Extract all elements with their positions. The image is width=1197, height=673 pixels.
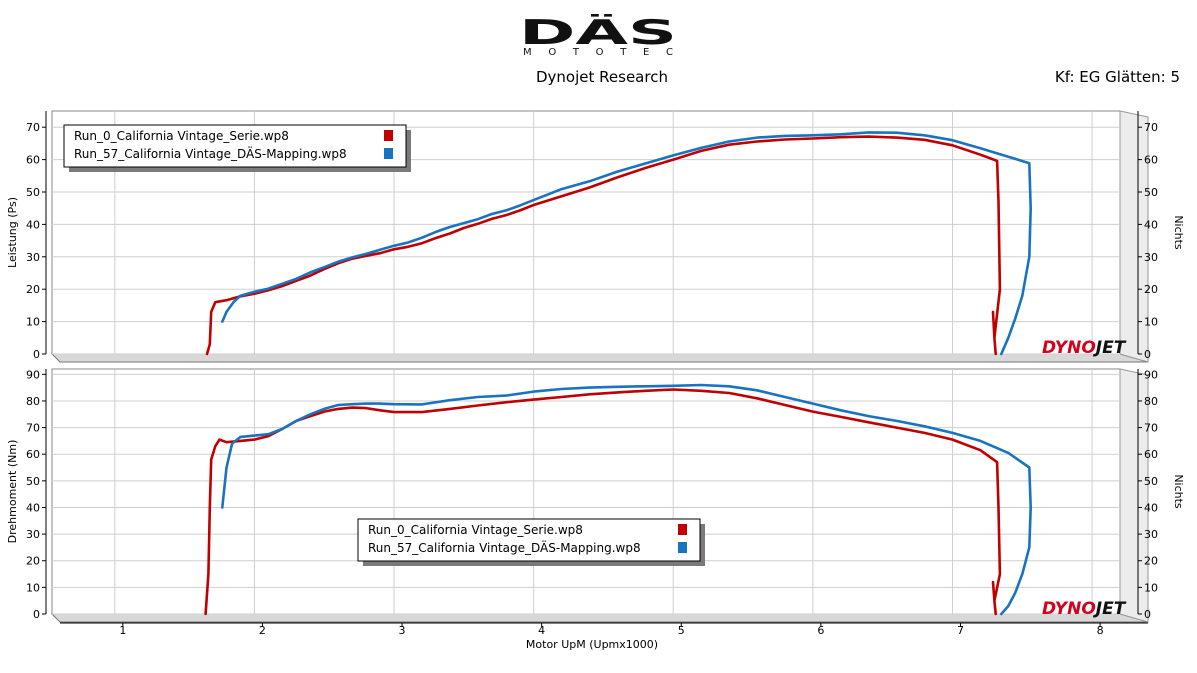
x-tick-label: 8 xyxy=(1097,624,1104,637)
y-tick-label: 40 xyxy=(26,501,40,514)
legend-box xyxy=(357,518,701,562)
series-line-run57 xyxy=(221,131,1032,356)
series-line-run0 xyxy=(204,388,1002,616)
y-tick-label-right: 40 xyxy=(1144,501,1158,514)
y-tick-label: 60 xyxy=(26,154,40,167)
legend-swatch xyxy=(384,148,393,159)
y-tick-label: 20 xyxy=(26,283,40,296)
x-tick-label: 7 xyxy=(957,624,964,637)
dees-mototec-logo: DÄS MOTOTEC xyxy=(519,14,677,56)
y-tick-label: 0 xyxy=(33,348,40,361)
plot-floor xyxy=(50,353,1149,363)
y-tick-label-right: 90 xyxy=(1144,368,1158,381)
y-tick-label-right: 50 xyxy=(1144,186,1158,199)
y-tick-label-right: 10 xyxy=(1144,316,1158,329)
svg-text:MOTOTEC: MOTOTEC xyxy=(523,47,673,56)
dynojet-watermark: DYNOJET xyxy=(1042,599,1127,619)
chart-panel-2: 0 0 10 10 20 20 30 30 40 40 50 50 60 60 70 70 80 80 90 90 Dr… xyxy=(6,368,1185,651)
y-tick-label: 50 xyxy=(26,475,40,488)
y-tick-label: 10 xyxy=(26,581,40,594)
y-tick-label: 30 xyxy=(26,251,40,264)
dynojet-watermark: DYNOJET xyxy=(1042,338,1127,358)
y-tick-label-right: 50 xyxy=(1144,475,1158,488)
y-tick-label: 50 xyxy=(26,186,40,199)
x-tick-label: 4 xyxy=(538,624,545,637)
y-tick-label: 40 xyxy=(26,218,40,231)
y-tick-label-right: 80 xyxy=(1144,395,1158,408)
x-axis-title: Motor UpM (Upmx1000) xyxy=(526,638,658,651)
y-tick-label: 80 xyxy=(26,395,40,408)
smoothing-info: Kf: EG Glätten: 5 xyxy=(1054,68,1180,86)
y-tick-label-right: 10 xyxy=(1144,581,1158,594)
y-tick-label: 20 xyxy=(26,555,40,568)
y-axis-title-right: Nichts xyxy=(1172,215,1185,250)
legend-box xyxy=(63,124,407,168)
legend-swatch xyxy=(678,542,687,553)
y-tick-label-right: 60 xyxy=(1144,448,1158,461)
y-tick-label-right: 0 xyxy=(1144,608,1151,621)
y-tick-label-right: 60 xyxy=(1144,154,1158,167)
report-title: Dynojet Research xyxy=(536,68,668,86)
svg-text:DÄS: DÄS xyxy=(519,14,677,53)
x-tick-label: 3 xyxy=(399,624,406,637)
y-tick-label: 10 xyxy=(26,316,40,329)
series-line-run57 xyxy=(221,383,1032,616)
chart-panel-1: 0 0 10 10 20 20 30 30 40 40 50 50 60 60 70 70 Leistung (… xyxy=(6,110,1185,363)
y-tick-label-right: 20 xyxy=(1144,283,1158,296)
y-tick-label-right: 40 xyxy=(1144,218,1158,231)
y-tick-label-right: 30 xyxy=(1144,251,1158,264)
x-tick-label: 5 xyxy=(678,624,685,637)
x-tick-label: 1 xyxy=(119,624,126,637)
x-tick-label: 2 xyxy=(259,624,266,637)
y-tick-label-right: 30 xyxy=(1144,528,1158,541)
y-axis-title: Leistung (Ps) xyxy=(6,197,19,268)
plot-side xyxy=(1119,368,1149,623)
y-tick-label: 90 xyxy=(26,368,40,381)
legend-label: Run_0_California Vintage_Serie.wp8 xyxy=(74,129,289,143)
legend-label: Run_57_California Vintage_DÄS-Mapping.wp… xyxy=(368,540,641,555)
plot-floor xyxy=(50,613,1149,623)
y-tick-label: 60 xyxy=(26,448,40,461)
y-tick-label: 0 xyxy=(33,608,40,621)
x-tick-label: 6 xyxy=(817,624,824,637)
y-tick-label: 30 xyxy=(26,528,40,541)
y-tick-label-right: 20 xyxy=(1144,555,1158,568)
plot-area xyxy=(51,368,1121,615)
y-axis-title-right: Nichts xyxy=(1172,474,1185,509)
series-line-run0 xyxy=(205,135,1002,356)
legend-label: Run_0_California Vintage_Serie.wp8 xyxy=(368,523,583,537)
y-tick-label: 70 xyxy=(26,422,40,435)
y-tick-label: 70 xyxy=(26,121,40,134)
legend-swatch xyxy=(678,524,687,535)
legend-label: Run_57_California Vintage_DÄS-Mapping.wp… xyxy=(74,146,347,161)
y-axis-title: Drehmoment (Nm) xyxy=(6,440,19,544)
y-tick-label-right: 0 xyxy=(1144,348,1151,361)
y-tick-label-right: 70 xyxy=(1144,121,1158,134)
legend-swatch xyxy=(384,130,393,141)
plot-side xyxy=(1119,110,1149,363)
y-tick-label-right: 70 xyxy=(1144,422,1158,435)
